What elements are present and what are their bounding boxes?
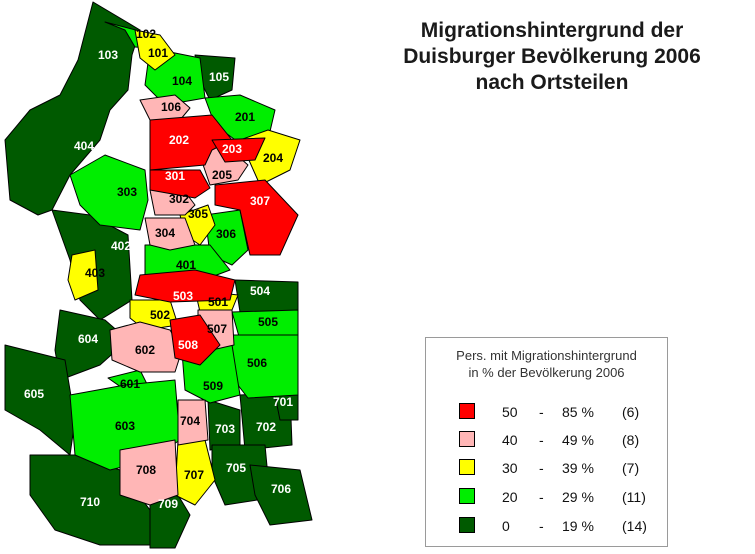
label-203: 203 (222, 142, 242, 156)
label-604: 603 (115, 419, 135, 433)
label-502: 502 (150, 308, 170, 322)
map-red (134, 114, 299, 366)
label-501: 501 (208, 295, 228, 309)
label-507: 507 (207, 322, 227, 336)
legend-high: 49 % (562, 432, 594, 448)
legend-dash: - (539, 432, 544, 448)
legend-count: (6) (622, 404, 640, 420)
legend-dash: - (539, 460, 544, 476)
label-602: 602 (135, 343, 155, 357)
label-404: 404 (74, 139, 94, 153)
label-709: 709 (158, 497, 178, 511)
label-509: 509 (203, 379, 223, 393)
label-106: 106 (161, 100, 181, 114)
label-105: 105 (209, 70, 229, 84)
legend-dash: - (539, 518, 544, 534)
label-603: 604 (78, 332, 98, 346)
label-703: 703 (215, 422, 235, 436)
label-710: 710 (80, 495, 100, 509)
title-line-2: Duisburger Bevölkerung 2006 (403, 45, 701, 68)
label-201: 201 (235, 110, 255, 124)
legend-low: 40 (502, 432, 518, 448)
label-401: 401 (176, 258, 196, 272)
legend-row: 50 - 85 % (6) (426, 401, 667, 423)
label-302: 302 (169, 192, 189, 206)
legend-count: (14) (622, 518, 647, 534)
label-708: 708 (136, 463, 156, 477)
legend-row: 20 - 29 % (11) (426, 486, 667, 508)
label-704: 704 (180, 414, 200, 428)
legend-heading-line-1: Pers. mit Migrationshintergrund (456, 348, 637, 363)
legend-count: (8) (622, 432, 640, 448)
label-506: 506 (247, 356, 267, 370)
legend-low: 30 (502, 460, 518, 476)
legend-box: Pers. mit Migrationshintergrund in % der… (425, 337, 668, 547)
label-202: 202 (169, 133, 189, 147)
legend-count: (11) (622, 489, 646, 505)
legend-dash: - (539, 404, 544, 420)
legend-swatch-red (459, 403, 475, 419)
legend-row: 0 - 19 % (14) (426, 515, 667, 537)
legend-high: 29 % (562, 489, 594, 505)
legend-dash: - (539, 489, 544, 505)
title-line-3: nach Ortsteilen (475, 71, 629, 94)
title-line-1: Migrationshintergrund der (420, 19, 684, 42)
label-706: 706 (271, 482, 291, 496)
legend-heading: Pers. mit Migrationshintergrund in % der… (426, 347, 667, 381)
legend-row: 40 - 49 % (8) (426, 429, 667, 451)
label-204: 204 (263, 151, 283, 165)
legend-swatch-green (459, 488, 475, 504)
label-601: 601 (120, 377, 140, 391)
legend-high: 19 % (562, 518, 594, 534)
label-304: 304 (155, 226, 175, 240)
label-508: 508 (178, 338, 198, 352)
label-307: 307 (250, 194, 270, 208)
label-503: 503 (173, 289, 193, 303)
label-705: 705 (226, 461, 246, 475)
label-301: 301 (165, 169, 185, 183)
legend-heading-line-2: in % der Bevölkerung 2006 (468, 365, 625, 380)
label-402: 402 (111, 239, 131, 253)
label-102: 102 (136, 27, 156, 41)
label-702: 702 (256, 420, 276, 434)
label-505: 505 (258, 315, 278, 329)
label-305: 305 (188, 207, 208, 221)
label-103: 103 (98, 48, 118, 62)
label-605: 605 (24, 387, 44, 401)
legend-low: 50 (502, 404, 518, 420)
label-403: 403 (85, 266, 105, 280)
label-303: 303 (117, 185, 137, 199)
label-306: 306 (216, 227, 236, 241)
label-101: 101 (148, 46, 168, 60)
label-104: 104 (172, 74, 192, 88)
legend-row: 30 - 39 % (7) (426, 457, 667, 479)
label-701: 701 (273, 395, 293, 409)
legend-swatch-pink (459, 431, 475, 447)
label-504: 504 (250, 284, 270, 298)
map-pink (109, 94, 249, 506)
legend-low: 0 (502, 518, 510, 534)
label-205: 205 (212, 168, 232, 182)
legend-swatch-yellow (459, 459, 475, 475)
legend-low: 20 (502, 489, 518, 505)
legend-high: 39 % (562, 460, 594, 476)
legend-high: 85 % (562, 404, 594, 420)
legend-count: (7) (622, 460, 640, 476)
map-title: Migrationshintergrund der Duisburger Bev… (352, 18, 752, 96)
legend-swatch-dark-green (459, 517, 475, 533)
label-707: 707 (184, 468, 204, 482)
